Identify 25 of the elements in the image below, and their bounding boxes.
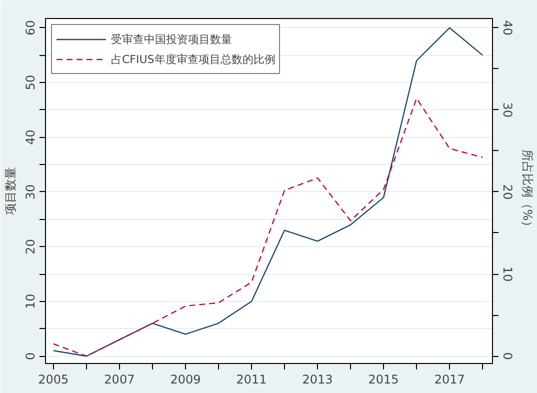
y-tick-label: 30 (24, 184, 38, 200)
x-tick-label: 2005 (38, 372, 69, 386)
y-axis-title: 项目数量 (4, 167, 18, 215)
x-tick-label: 2011 (236, 372, 267, 386)
legend-label: 占CFIUS年度审查项目总数的比例 (111, 52, 276, 66)
x-tick-label: 2007 (104, 372, 135, 386)
y-tick-label: 10 (24, 294, 38, 310)
x-tick-label: 2017 (434, 372, 465, 386)
y2-tick-label: 10 (500, 266, 514, 282)
x-tick-label: 2015 (368, 372, 399, 386)
x-tick-label: 2013 (302, 372, 333, 386)
x-tick-label: 2009 (170, 372, 201, 386)
y2-tick-label: 40 (500, 20, 514, 36)
legend-label: 受审查中国投资项目数量 (111, 32, 232, 46)
y-tick-label: 50 (24, 74, 38, 90)
y2-tick-label: 20 (500, 184, 514, 200)
y2-axis-title: 所占比例（%） (520, 149, 534, 233)
y2-tick-label: 0 (500, 352, 514, 360)
y-tick-label: 20 (24, 239, 38, 254)
y2-tick-label: 30 (500, 102, 514, 118)
line-series (52, 98, 484, 357)
y-tick-label: 60 (24, 20, 38, 36)
y-tick-label: 0 (24, 352, 38, 360)
line-series (52, 27, 484, 357)
y-tick-label: 40 (24, 130, 38, 145)
